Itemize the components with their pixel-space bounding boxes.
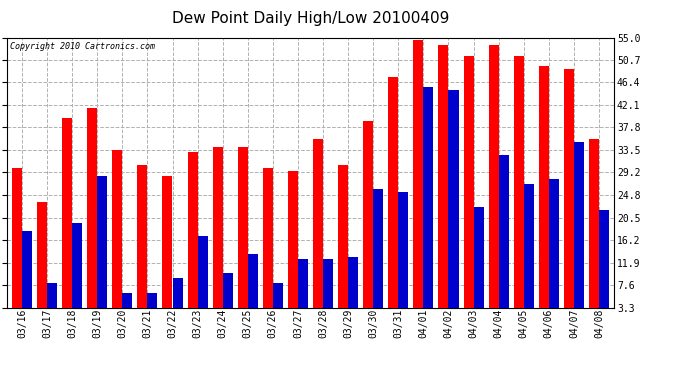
Bar	[298, 260, 308, 325]
Bar	[599, 210, 609, 325]
Bar	[288, 171, 298, 325]
Bar	[373, 189, 383, 325]
Bar	[197, 236, 208, 325]
Bar	[313, 140, 323, 325]
Bar	[489, 45, 499, 325]
Bar	[464, 56, 473, 325]
Bar	[323, 260, 333, 325]
Bar	[424, 87, 433, 325]
Bar	[473, 207, 484, 325]
Text: Dew Point Daily High/Low 20100409: Dew Point Daily High/Low 20100409	[172, 11, 449, 26]
Bar	[574, 142, 584, 325]
Bar	[398, 192, 408, 325]
Bar	[514, 56, 524, 325]
Bar	[137, 165, 148, 325]
Bar	[499, 155, 509, 325]
Bar	[248, 254, 258, 325]
Bar	[348, 257, 358, 325]
Bar	[188, 152, 197, 325]
Bar	[97, 176, 107, 325]
Bar	[62, 118, 72, 325]
Bar	[47, 283, 57, 325]
Bar	[148, 293, 157, 325]
Bar	[112, 150, 122, 325]
Bar	[448, 90, 459, 325]
Bar	[37, 202, 47, 325]
Text: Copyright 2010 Cartronics.com: Copyright 2010 Cartronics.com	[10, 42, 155, 51]
Bar	[524, 184, 534, 325]
Bar	[589, 140, 599, 325]
Bar	[338, 165, 348, 325]
Bar	[438, 45, 449, 325]
Bar	[539, 66, 549, 325]
Bar	[122, 293, 132, 325]
Bar	[22, 231, 32, 325]
Bar	[238, 147, 248, 325]
Bar	[363, 121, 373, 325]
Bar	[12, 168, 22, 325]
Bar	[549, 178, 559, 325]
Bar	[87, 108, 97, 325]
Bar	[162, 176, 172, 325]
Bar	[273, 283, 283, 325]
Bar	[388, 76, 398, 325]
Bar	[413, 40, 424, 325]
Bar	[213, 147, 223, 325]
Bar	[223, 273, 233, 325]
Bar	[172, 278, 183, 325]
Bar	[72, 223, 82, 325]
Bar	[263, 168, 273, 325]
Bar	[564, 69, 574, 325]
